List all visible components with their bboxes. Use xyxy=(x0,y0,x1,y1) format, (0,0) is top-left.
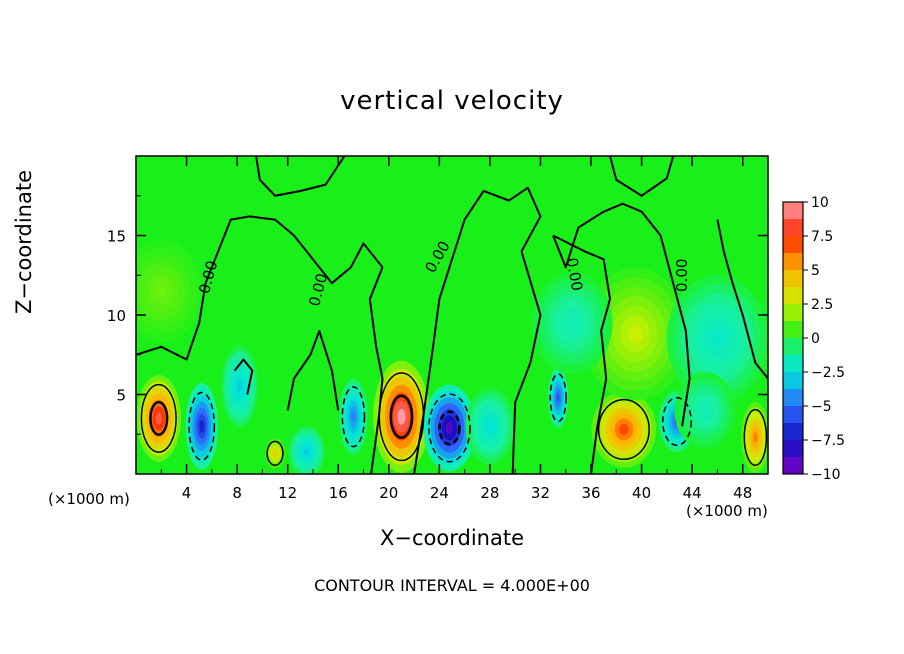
x-tick-label: 36 xyxy=(581,484,600,502)
colorbar-segment xyxy=(783,406,803,424)
x-tick-label: 44 xyxy=(683,484,702,502)
colorbar-segment xyxy=(783,219,803,237)
x-tick-label: 28 xyxy=(480,484,499,502)
velocity-cell xyxy=(548,367,569,429)
colorbar-segment xyxy=(783,338,803,356)
zero-contour xyxy=(609,156,675,197)
contour-line xyxy=(188,391,216,461)
zero-contour xyxy=(255,156,346,197)
zero-contour xyxy=(413,186,542,474)
y-tick-label: 10 xyxy=(107,307,126,325)
x-tick-label: 40 xyxy=(632,484,651,502)
x-axis-label: X−coordinate xyxy=(380,526,524,550)
velocity-cell xyxy=(221,345,258,428)
colorbar-segment xyxy=(783,287,803,305)
x-tick-label: 12 xyxy=(278,484,297,502)
colorbar-segment xyxy=(783,355,803,373)
colorbar-label: −10 xyxy=(811,467,841,483)
chart-title: vertical velocity xyxy=(340,86,564,116)
velocity-cell xyxy=(741,401,768,474)
velocity-cell xyxy=(465,388,515,465)
contour-line xyxy=(597,398,650,461)
colorbar-segment xyxy=(783,304,803,322)
contour-value-label: 0.00 xyxy=(673,259,691,292)
velocity-cell xyxy=(136,240,202,343)
contour-line xyxy=(341,386,366,448)
colorbar-label: −2.5 xyxy=(811,365,845,381)
x-tick-label: 4 xyxy=(182,484,192,502)
x-tick-label: 16 xyxy=(329,484,348,502)
zero-contour xyxy=(716,219,768,380)
velocity-cell xyxy=(185,383,218,470)
colorbar-segment xyxy=(783,457,803,475)
velocity-cell xyxy=(288,426,325,474)
velocity-cell xyxy=(264,438,286,469)
velocity-cell xyxy=(136,375,181,462)
zero-contour xyxy=(552,234,611,474)
velocity-cell xyxy=(339,378,368,455)
colorbar-label: 0 xyxy=(811,331,820,347)
colorbar-segment xyxy=(783,236,803,254)
zero-contour xyxy=(233,358,254,395)
colorbar-label: 5 xyxy=(811,263,820,279)
zero-contour xyxy=(368,266,384,474)
x-unit-label-right: (×1000 m) xyxy=(686,502,768,520)
zero-contour xyxy=(136,215,384,361)
contour-line xyxy=(438,410,461,446)
contour-line xyxy=(266,440,284,467)
velocity-cell xyxy=(531,272,613,374)
x-tick-label: 24 xyxy=(430,484,449,502)
contour-line xyxy=(428,393,471,463)
x-unit-label-left: (×1000 m) xyxy=(48,490,130,508)
contour-line xyxy=(662,396,692,447)
x-tick-label: 8 xyxy=(232,484,242,502)
colorbar-segment xyxy=(783,321,803,339)
zero-contour xyxy=(552,202,691,427)
x-tick-label: 32 xyxy=(531,484,550,502)
velocity-cell xyxy=(666,275,768,403)
colorbar-label: 2.5 xyxy=(811,297,833,313)
colorbar-segment xyxy=(783,440,803,458)
colorbar-segment xyxy=(783,423,803,441)
colorbar-segment xyxy=(783,202,803,220)
x-tick-label: 48 xyxy=(733,484,752,502)
contour-line xyxy=(389,394,414,439)
x-tick-label: 20 xyxy=(379,484,398,502)
colorbar-label: 10 xyxy=(811,195,829,211)
y-tick-label: 5 xyxy=(116,387,126,405)
y-tick-label: 15 xyxy=(107,228,126,246)
colorbar-label: 7.5 xyxy=(811,229,833,245)
y-axis-label: Z−coordinate xyxy=(12,170,36,314)
contour-interval-note: CONTOUR INTERVAL = 4.000E+00 xyxy=(314,576,590,595)
colorbar-segment xyxy=(783,253,803,271)
contour-line xyxy=(549,373,567,423)
colorbar-label: −7.5 xyxy=(811,433,845,449)
zero-contour xyxy=(511,251,542,474)
velocity-cell xyxy=(674,372,736,449)
colorbar-segment xyxy=(783,270,803,288)
contour-line xyxy=(743,408,768,467)
velocity-cell xyxy=(591,391,657,468)
contour-line xyxy=(149,400,169,436)
colorbar-label: −5 xyxy=(811,399,832,415)
contour-line xyxy=(140,383,177,453)
zero-contour xyxy=(286,329,340,411)
colorbar-segment xyxy=(783,389,803,407)
colorbar-segment xyxy=(783,372,803,390)
contour-value-label: 0.00 xyxy=(563,256,587,292)
